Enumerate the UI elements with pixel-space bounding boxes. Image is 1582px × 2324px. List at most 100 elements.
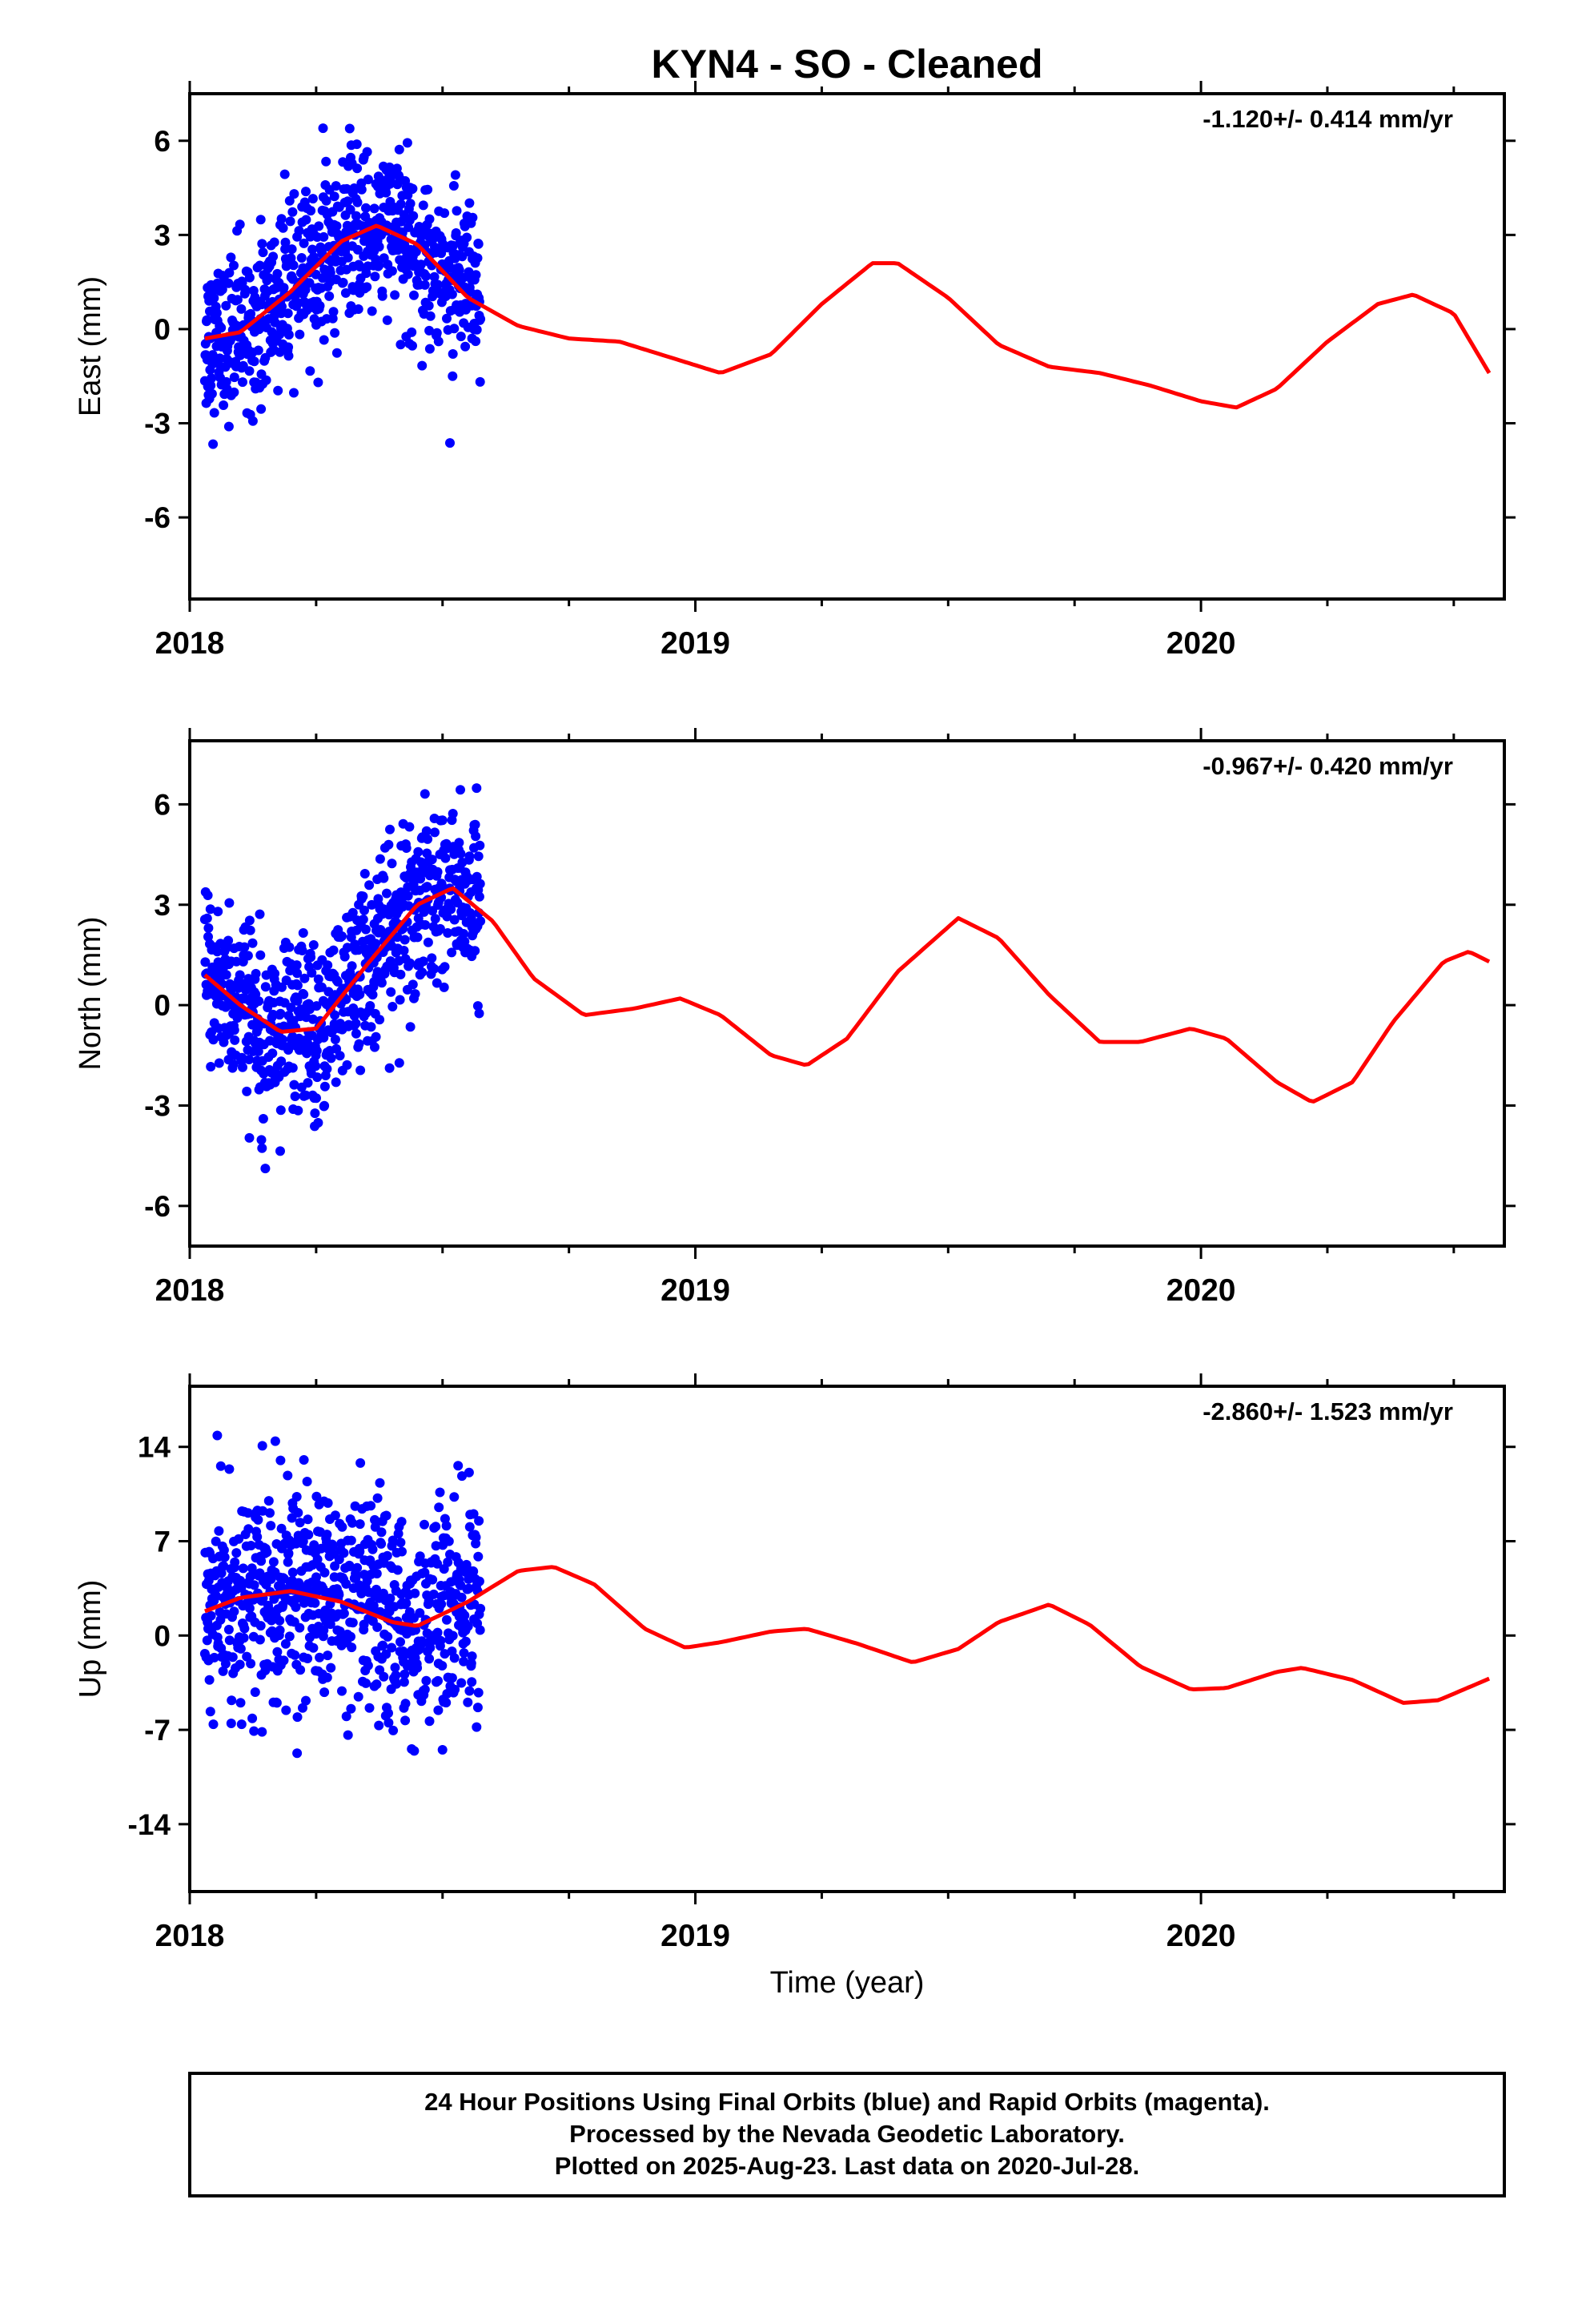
data-point bbox=[466, 1659, 476, 1668]
y-tick-label: 6 bbox=[154, 788, 171, 821]
data-point bbox=[299, 973, 310, 983]
data-point bbox=[341, 1711, 351, 1722]
data-point bbox=[200, 957, 211, 967]
data-point bbox=[417, 360, 428, 371]
data-point bbox=[374, 1720, 384, 1731]
data-point bbox=[445, 438, 455, 448]
data-point bbox=[400, 935, 410, 945]
data-point bbox=[457, 1471, 467, 1482]
data-point bbox=[245, 925, 255, 935]
data-point bbox=[441, 1698, 452, 1708]
data-point bbox=[457, 251, 468, 262]
data-point bbox=[206, 1062, 216, 1072]
data-point bbox=[351, 139, 362, 150]
data-point bbox=[238, 377, 247, 388]
data-point bbox=[355, 1458, 366, 1468]
footer-line-1: 24 Hour Positions Using Final Orbits (bl… bbox=[424, 2088, 1270, 2116]
panel-up: 14 7 0 -7 -14 2018 2019 2020 Up (mm) -2.860+/- 1.… bbox=[74, 1373, 1516, 1953]
data-point bbox=[394, 1058, 404, 1068]
data-point bbox=[476, 314, 486, 324]
data-point bbox=[289, 388, 299, 398]
data-point bbox=[347, 1618, 358, 1628]
data-point bbox=[221, 376, 231, 387]
data-point bbox=[311, 1061, 321, 1072]
data-point bbox=[307, 967, 317, 978]
data-point bbox=[275, 1455, 286, 1466]
data-point bbox=[396, 969, 406, 979]
data-point bbox=[395, 995, 405, 1005]
data-point bbox=[283, 330, 294, 340]
y-tick-label: 0 bbox=[154, 1619, 171, 1652]
data-point bbox=[367, 306, 377, 316]
data-point bbox=[433, 279, 443, 290]
data-point bbox=[410, 989, 420, 999]
data-point bbox=[468, 212, 478, 223]
data-point bbox=[311, 1093, 321, 1104]
data-point bbox=[358, 891, 368, 902]
panel-east: 6 3 0 -3 -6 2018 2019 2020 East (mm) -1.120+/- 0.… bbox=[74, 81, 1516, 661]
data-point bbox=[416, 259, 426, 270]
data-point bbox=[277, 301, 287, 312]
data-point bbox=[280, 237, 291, 247]
y-tick-label: -3 bbox=[144, 408, 171, 440]
data-point bbox=[383, 1631, 393, 1642]
data-point bbox=[475, 879, 485, 889]
data-point bbox=[374, 242, 384, 252]
data-point bbox=[352, 197, 363, 207]
data-point bbox=[440, 853, 451, 863]
data-point bbox=[239, 942, 250, 952]
data-point bbox=[202, 315, 212, 325]
y-tick-label: 3 bbox=[154, 219, 171, 251]
data-point bbox=[342, 943, 352, 953]
data-point bbox=[291, 1492, 302, 1502]
data-point bbox=[344, 1562, 355, 1571]
data-point bbox=[258, 247, 268, 258]
data-point bbox=[396, 1517, 407, 1527]
data-point bbox=[424, 1716, 435, 1727]
data-point bbox=[435, 923, 445, 934]
data-point bbox=[287, 1063, 298, 1073]
data-point bbox=[448, 181, 459, 191]
data-point bbox=[235, 970, 245, 980]
data-point bbox=[396, 340, 406, 350]
data-point bbox=[390, 1663, 400, 1673]
data-point bbox=[230, 1557, 240, 1567]
data-point bbox=[417, 967, 428, 978]
data-point bbox=[442, 911, 452, 922]
data-point bbox=[420, 279, 430, 290]
data-point bbox=[291, 1602, 301, 1612]
north-points bbox=[199, 783, 486, 1174]
data-point bbox=[444, 1536, 454, 1546]
data-point bbox=[456, 1592, 467, 1602]
data-point bbox=[299, 238, 309, 248]
data-point bbox=[290, 1092, 300, 1101]
data-point bbox=[459, 929, 469, 939]
data-point bbox=[238, 1563, 248, 1574]
data-point bbox=[239, 1633, 249, 1643]
data-point bbox=[463, 1621, 473, 1631]
data-point bbox=[367, 990, 378, 1000]
data-point bbox=[215, 1461, 226, 1471]
data-point bbox=[208, 439, 219, 449]
data-point bbox=[339, 951, 350, 962]
data-point bbox=[292, 980, 303, 991]
data-point bbox=[359, 869, 370, 879]
data-point bbox=[290, 1650, 300, 1660]
data-point bbox=[202, 1635, 212, 1646]
data-point bbox=[262, 1547, 272, 1558]
data-point bbox=[359, 905, 369, 915]
data-point bbox=[296, 253, 307, 263]
data-point bbox=[292, 1712, 303, 1723]
x-axis-label: Time (year) bbox=[770, 1966, 925, 2000]
data-point bbox=[418, 956, 428, 967]
data-point bbox=[410, 1588, 420, 1598]
data-point bbox=[261, 375, 271, 385]
data-point bbox=[424, 1654, 435, 1664]
data-point bbox=[397, 1546, 407, 1557]
data-point bbox=[255, 909, 265, 919]
data-point bbox=[302, 1477, 312, 1486]
data-point bbox=[425, 311, 436, 321]
data-point bbox=[254, 996, 264, 1007]
data-point bbox=[362, 282, 372, 292]
data-point bbox=[309, 1540, 319, 1550]
